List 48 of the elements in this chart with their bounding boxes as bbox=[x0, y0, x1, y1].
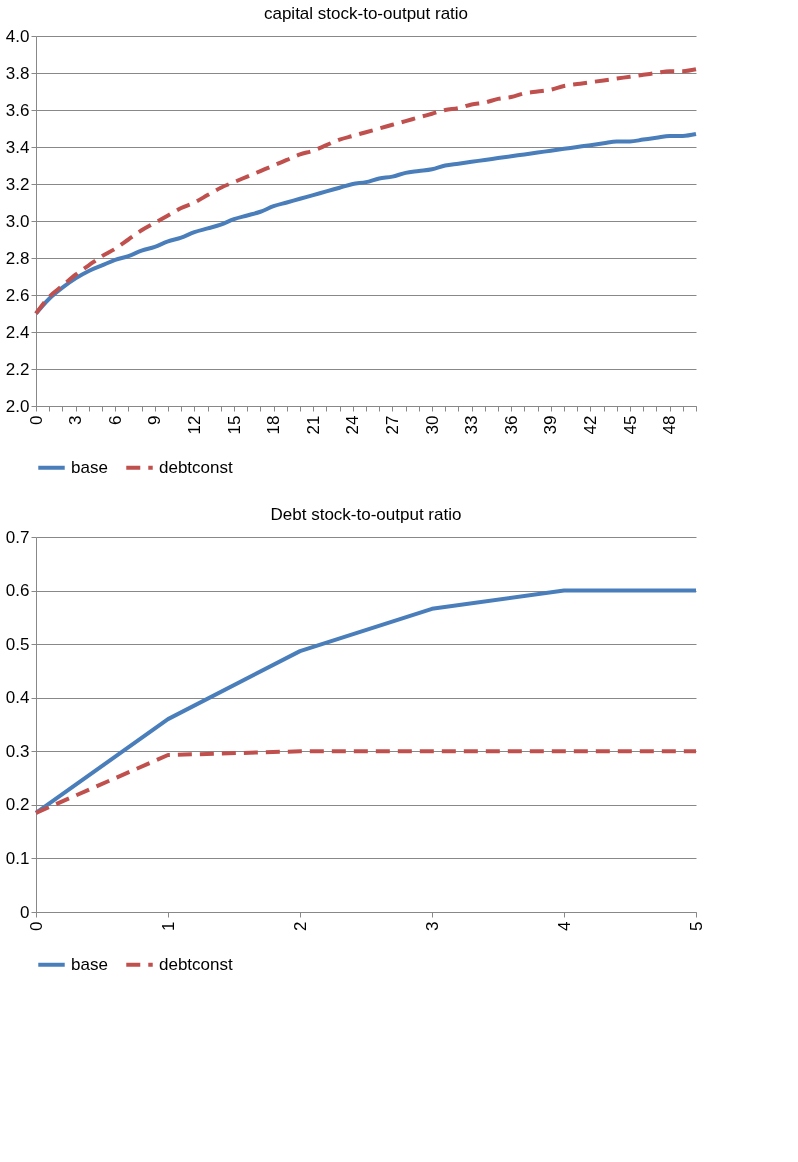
x-tick-label: 0 bbox=[26, 415, 46, 425]
x-tick-label: 9 bbox=[145, 415, 165, 425]
x-tick-label: 2 bbox=[290, 921, 310, 931]
x-tick-label: 3 bbox=[66, 415, 86, 425]
x-tick-label: 33 bbox=[462, 415, 482, 435]
legend-label: base bbox=[71, 457, 108, 477]
y-tick-label: 3.6 bbox=[5, 100, 30, 120]
y-tick-label: 2.2 bbox=[5, 359, 30, 379]
y-tick-label: 4.0 bbox=[5, 26, 30, 46]
x-tick-label: 0 bbox=[26, 921, 46, 931]
y-tick-label: 3.0 bbox=[5, 211, 30, 231]
y-tick-label: 3.2 bbox=[5, 174, 30, 194]
x-tick-label: 4 bbox=[554, 921, 574, 931]
y-tick-label: 0.7 bbox=[5, 527, 30, 547]
x-tick-label: 12 bbox=[184, 415, 204, 435]
x-tick-label: 15 bbox=[224, 415, 244, 435]
y-tick-label: 3.4 bbox=[5, 137, 30, 157]
y-tick-label: 3.8 bbox=[5, 63, 30, 83]
y-tick-label: 0.4 bbox=[5, 688, 30, 708]
legend-label: debtconst bbox=[159, 457, 233, 477]
x-tick-label: 45 bbox=[620, 415, 640, 435]
x-tick-label: 24 bbox=[343, 415, 363, 435]
y-tick-label: 0.6 bbox=[5, 581, 30, 601]
y-tick-label: 0.5 bbox=[5, 634, 30, 654]
chart-title: capital stock-to-output ratio bbox=[263, 4, 469, 23]
y-tick-label: 2.6 bbox=[5, 285, 30, 305]
y-tick-label: 2.0 bbox=[5, 396, 30, 416]
y-tick-label: 0.1 bbox=[5, 848, 30, 868]
x-tick-label: 36 bbox=[501, 415, 521, 435]
legend-label: debtconst bbox=[159, 954, 233, 974]
chart-title: Debt stock-to-output ratio bbox=[270, 505, 462, 524]
x-tick-label: 5 bbox=[686, 921, 706, 931]
x-tick-label: 30 bbox=[422, 415, 442, 435]
x-tick-label: 27 bbox=[382, 415, 402, 435]
x-tick-label: 21 bbox=[303, 415, 323, 435]
x-tick-label: 39 bbox=[541, 415, 561, 435]
x-tick-label: 3 bbox=[422, 921, 442, 931]
y-tick-label: 2.4 bbox=[5, 322, 30, 342]
legend-label: base bbox=[71, 954, 108, 974]
x-tick-label: 48 bbox=[660, 415, 680, 435]
line-series bbox=[34, 67, 698, 316]
x-tick-label: 6 bbox=[105, 415, 125, 425]
x-tick-label: 1 bbox=[158, 921, 178, 931]
y-tick-label: 2.8 bbox=[5, 248, 30, 268]
x-tick-label: 42 bbox=[580, 415, 600, 435]
y-tick-label: 0.3 bbox=[5, 741, 30, 761]
y-tick-label: 0.2 bbox=[5, 795, 30, 815]
x-tick-label: 18 bbox=[264, 415, 284, 435]
